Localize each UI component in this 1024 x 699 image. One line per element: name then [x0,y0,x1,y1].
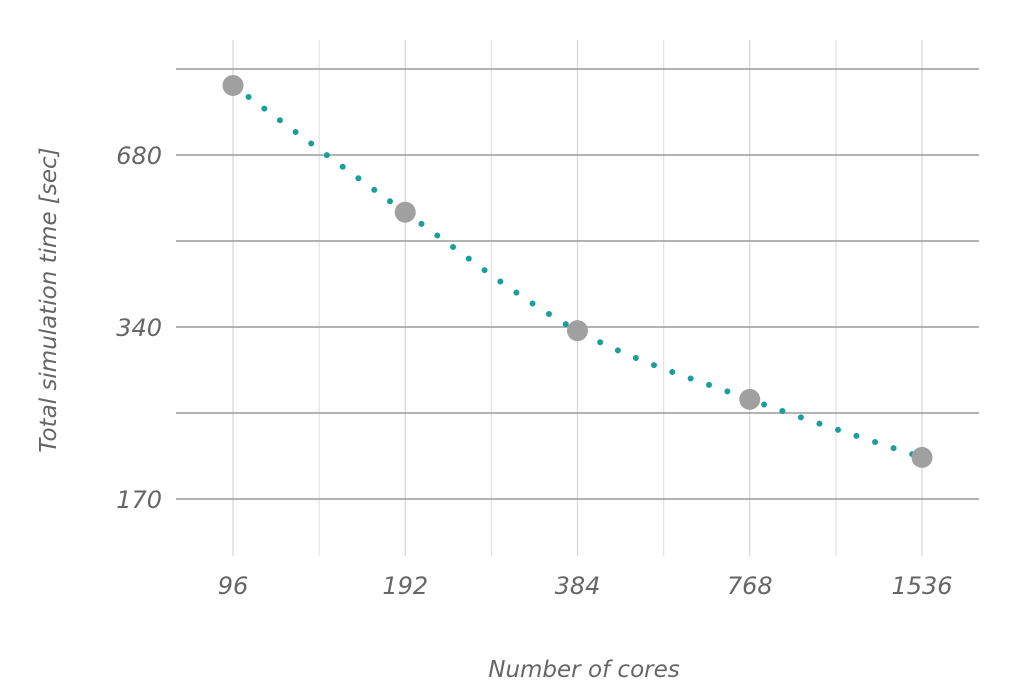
grid-layer [176,40,979,556]
x-tick-label: 384 [555,572,601,600]
fit-line-layer [230,82,925,461]
x-axis-title: Number of cores [488,657,680,683]
x-tick-label: 192 [382,572,428,600]
data-points-layer [222,74,933,468]
x-tick-labels: 96 192 384 768 1536 [218,572,953,600]
x-tick-label: 1536 [891,572,952,600]
data-point [394,201,416,223]
y-tick-label: 680 [116,142,162,170]
y-tick-label: 170 [116,486,162,514]
x-tick-label: 768 [727,572,773,600]
data-point [911,446,933,468]
data-point [739,388,761,410]
data-point [222,74,244,96]
data-point [567,320,588,342]
y-tick-label: 340 [116,314,162,342]
y-axis-title: Total simulation time [sec] [36,147,62,452]
x-tick-label: 96 [218,572,249,600]
y-tick-labels: 170 340 680 [116,142,162,514]
fit-line [230,82,925,461]
